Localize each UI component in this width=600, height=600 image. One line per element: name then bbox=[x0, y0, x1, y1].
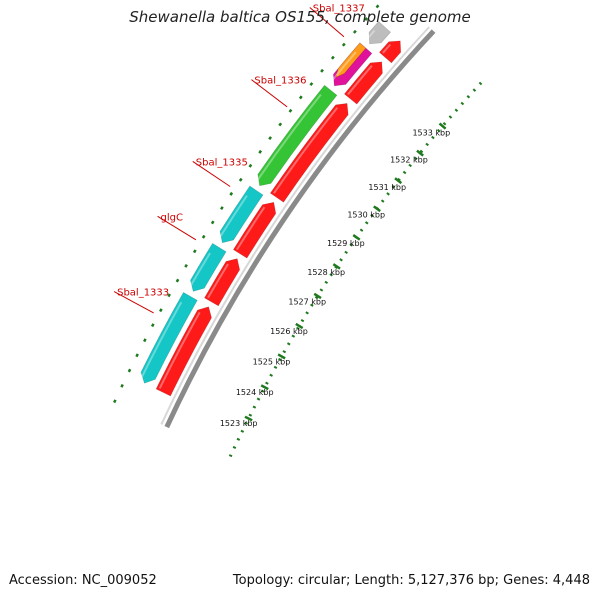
position-ruler: 1523 kbp 1524 kbp 1525 kbp 1526 kbp 1527 kbp… bbox=[113, 0, 486, 458]
gene-labels: Sbal_1333 glgC Sbal_1335 Sbal_1336 Sbal_1337 bbox=[113, 3, 365, 314]
ruler-tick-label: 1529 kbp bbox=[327, 239, 365, 248]
forward-cds-arrow[interactable] bbox=[155, 306, 212, 397]
forward-cds-arrow[interactable] bbox=[378, 40, 402, 64]
ruler-tick-label: 1533 kbp bbox=[412, 129, 450, 138]
forward-cds-arrow-sheen bbox=[158, 311, 201, 390]
reverse-cds-arrow[interactable] bbox=[257, 84, 338, 187]
forward-strand-track bbox=[155, 40, 402, 397]
forward-cds-arrow-sheen bbox=[236, 206, 266, 251]
forward-cds-arrow-sheen bbox=[207, 263, 229, 299]
ruler-tick bbox=[332, 263, 341, 270]
reverse-cds-arrow-sheen bbox=[188, 252, 211, 288]
gene-label-leader bbox=[251, 79, 288, 108]
ruler-tick bbox=[352, 234, 361, 241]
reverse-strand-track bbox=[139, 21, 391, 384]
gene-label[interactable]: glgC bbox=[161, 212, 183, 223]
reverse-cds-arrow-sheen bbox=[218, 194, 248, 240]
gene-label[interactable]: Sbal_1336 bbox=[254, 76, 306, 87]
genome-backbone bbox=[160, 26, 436, 429]
reverse-cds-arrow[interactable] bbox=[368, 21, 391, 45]
ruler-tick-label: 1531 kbp bbox=[368, 183, 406, 192]
ruler-tick-label: 1530 kbp bbox=[347, 211, 385, 220]
ruler-tick-label: 1532 kbp bbox=[390, 155, 428, 164]
forward-cds-arrow[interactable] bbox=[343, 61, 383, 105]
gene-label[interactable]: Sbal_1337 bbox=[313, 3, 365, 14]
reverse-cds-arrow-orange-sheen bbox=[335, 51, 357, 76]
reverse-cds-arrow-sheen bbox=[366, 29, 376, 40]
ruler-tick bbox=[244, 415, 253, 422]
ruler-tick bbox=[277, 353, 286, 360]
reverse-cds-arrow-orange[interactable] bbox=[335, 42, 367, 78]
reverse-cds-arrow-sheen bbox=[139, 301, 183, 380]
gene-label[interactable]: Sbal_1335 bbox=[196, 157, 248, 168]
accession-text: Accession: NC_009052 bbox=[9, 573, 157, 588]
forward-cds-arrow-sheen bbox=[382, 43, 392, 54]
ruler-tick bbox=[416, 149, 424, 157]
ruler-tick-label: 1526 kbp bbox=[270, 327, 308, 336]
ruler-tick-label: 1528 kbp bbox=[307, 268, 345, 277]
gene-label-leader bbox=[192, 161, 231, 187]
reverse-cds-arrow[interactable] bbox=[140, 291, 198, 384]
ruler-tick-label: 1524 kbp bbox=[236, 388, 274, 397]
forward-cds-arrow-sheen bbox=[347, 65, 373, 96]
reverse-cds-arrow[interactable] bbox=[190, 242, 227, 292]
ruler-dotted-ring bbox=[228, 77, 486, 458]
reverse-cds-arrow-sheen bbox=[255, 93, 322, 182]
backbone-highlight-ring bbox=[160, 26, 430, 425]
ruler-tick bbox=[313, 292, 322, 300]
ruler-tick-label: 1527 kbp bbox=[288, 297, 326, 306]
gene-label-leader bbox=[113, 291, 154, 314]
forward-cds-arrow[interactable] bbox=[269, 103, 349, 203]
ruler-tick bbox=[260, 384, 269, 391]
forward-cds-arrow[interactable] bbox=[232, 201, 277, 259]
gene-label-leader bbox=[157, 215, 197, 241]
ruler-tick bbox=[394, 177, 403, 185]
forward-cds-arrow-sheen bbox=[273, 106, 339, 194]
ruler-tick bbox=[438, 122, 447, 130]
ruler-tick-label: 1525 kbp bbox=[253, 357, 291, 366]
backbone-outer-ring bbox=[164, 29, 436, 429]
reverse-cds-arrow[interactable] bbox=[219, 185, 264, 244]
gene-label[interactable]: Sbal_1333 bbox=[117, 288, 169, 299]
ruler-tick bbox=[373, 205, 381, 213]
ruler-tick-label: 1523 kbp bbox=[220, 419, 258, 428]
map-title: Shewanella baltica OS155, complete genom… bbox=[129, 8, 471, 26]
gene-label-leader bbox=[309, 7, 345, 38]
genome-summary-text: Topology: circular; Length: 5,127,376 bp… bbox=[232, 573, 590, 588]
forward-cds-arrow[interactable] bbox=[204, 258, 241, 307]
ruler-tick bbox=[295, 322, 304, 330]
